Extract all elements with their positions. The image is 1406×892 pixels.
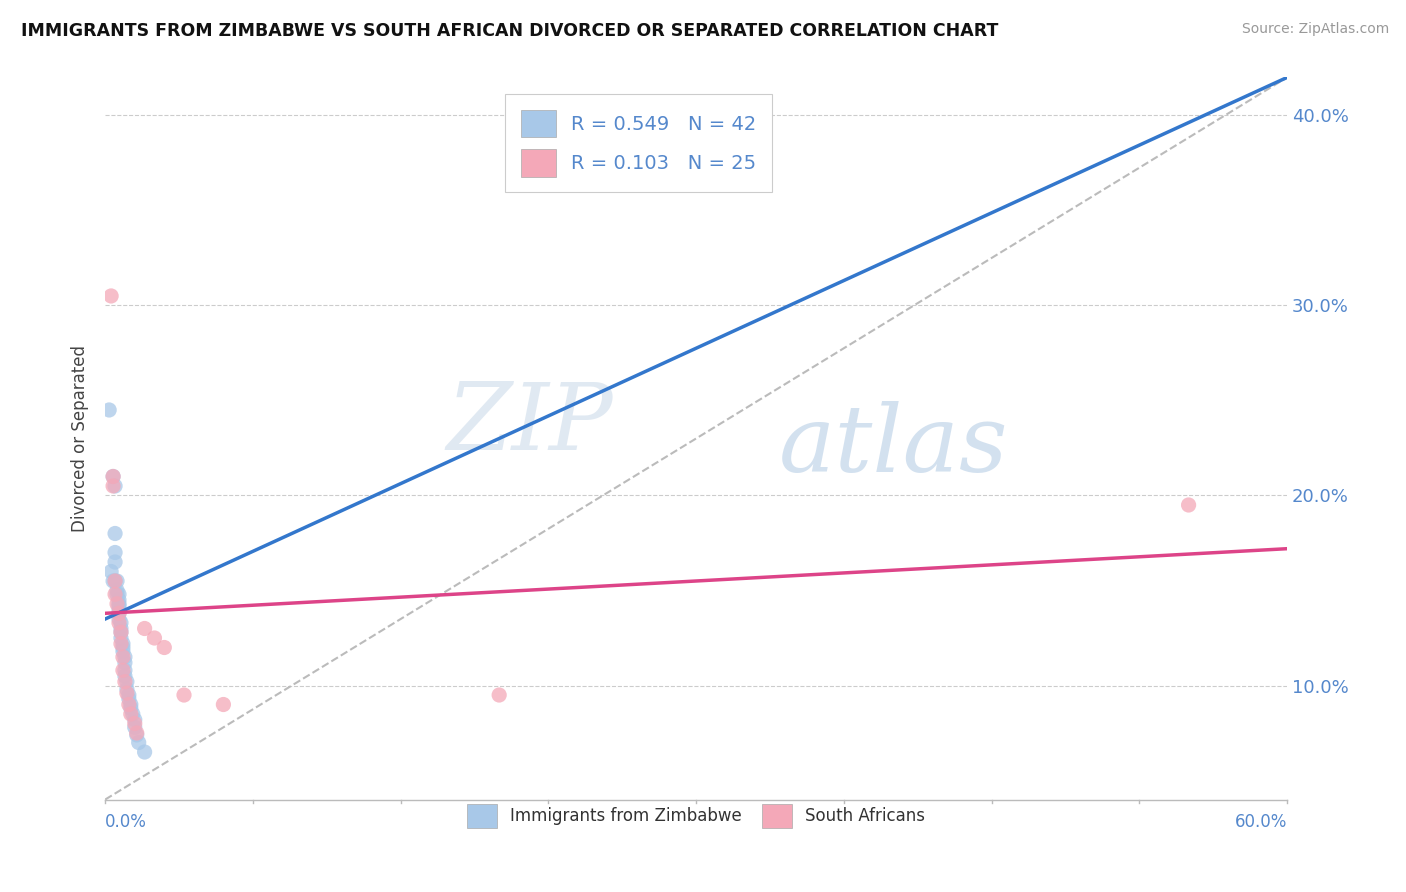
- Point: [173, 688, 195, 702]
- Point: [104, 526, 127, 541]
- Point: [118, 688, 141, 702]
- Point: [114, 663, 136, 677]
- Point: [100, 289, 122, 303]
- Point: [120, 701, 142, 715]
- Point: [110, 615, 132, 630]
- Text: 0.0%: 0.0%: [105, 813, 148, 830]
- Point: [118, 691, 141, 706]
- Point: [101, 469, 124, 483]
- Point: [111, 663, 134, 677]
- Legend: Immigrants from Zimbabwe, South Africans: Immigrants from Zimbabwe, South Africans: [460, 797, 932, 835]
- Point: [108, 607, 131, 621]
- Point: [101, 479, 124, 493]
- Point: [105, 597, 128, 611]
- Point: [125, 726, 148, 740]
- Point: [115, 686, 138, 700]
- Text: atlas: atlas: [779, 401, 1008, 491]
- Point: [104, 555, 127, 569]
- Point: [124, 713, 146, 727]
- Point: [105, 587, 128, 601]
- Point: [101, 469, 124, 483]
- Point: [104, 479, 127, 493]
- Point: [120, 706, 142, 721]
- Point: [104, 574, 127, 588]
- Point: [121, 706, 143, 721]
- Point: [111, 644, 134, 658]
- Point: [105, 583, 128, 598]
- Point: [110, 631, 132, 645]
- Point: [104, 574, 127, 588]
- Point: [114, 674, 136, 689]
- Point: [114, 656, 136, 670]
- Point: [1177, 498, 1199, 512]
- Point: [105, 574, 128, 588]
- Text: Source: ZipAtlas.com: Source: ZipAtlas.com: [1241, 22, 1389, 37]
- Point: [118, 698, 141, 712]
- Point: [104, 587, 127, 601]
- Point: [111, 640, 134, 655]
- Point: [212, 698, 235, 712]
- Point: [108, 615, 131, 630]
- Point: [114, 650, 136, 665]
- Point: [114, 669, 136, 683]
- Point: [488, 688, 510, 702]
- Point: [111, 650, 134, 665]
- Point: [111, 637, 134, 651]
- Point: [108, 607, 131, 621]
- Point: [108, 602, 131, 616]
- Point: [134, 745, 156, 759]
- Point: [124, 720, 146, 734]
- Point: [128, 735, 150, 749]
- Point: [153, 640, 176, 655]
- Text: 60.0%: 60.0%: [1234, 813, 1286, 830]
- Point: [124, 716, 146, 731]
- Point: [108, 593, 131, 607]
- Point: [110, 625, 132, 640]
- Point: [134, 622, 156, 636]
- Point: [110, 622, 132, 636]
- Point: [108, 612, 131, 626]
- Point: [143, 631, 166, 645]
- Point: [120, 698, 142, 712]
- Text: ZIP: ZIP: [447, 379, 613, 469]
- Point: [104, 545, 127, 559]
- Text: IMMIGRANTS FROM ZIMBABWE VS SOUTH AFRICAN DIVORCED OR SEPARATED CORRELATION CHAR: IMMIGRANTS FROM ZIMBABWE VS SOUTH AFRICA…: [21, 22, 998, 40]
- Point: [108, 599, 131, 613]
- Point: [100, 565, 122, 579]
- Point: [110, 625, 132, 640]
- Point: [101, 574, 124, 588]
- Y-axis label: Divorced or Separated: Divorced or Separated: [72, 345, 89, 532]
- Point: [125, 728, 148, 742]
- Point: [115, 674, 138, 689]
- Point: [115, 682, 138, 697]
- Point: [108, 587, 131, 601]
- Point: [110, 637, 132, 651]
- Point: [108, 597, 131, 611]
- Point: [98, 403, 121, 417]
